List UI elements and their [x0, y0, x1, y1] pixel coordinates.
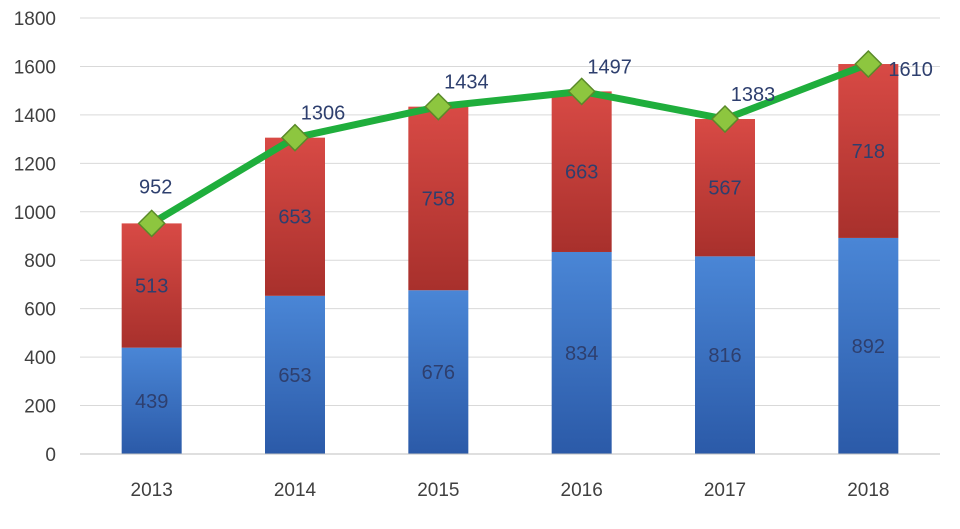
- y-tick-label: 1600: [14, 57, 56, 78]
- x-tick-label: 2015: [417, 480, 459, 501]
- bar-segment-2017-0: [695, 256, 755, 454]
- y-tick-label: 400: [24, 348, 56, 369]
- total-marker-2015: [424, 92, 453, 121]
- bar-value-label: 439: [135, 391, 168, 413]
- y-tick-label: 800: [24, 251, 56, 272]
- bar-segment-2013-1: [121, 223, 182, 348]
- total-marker-2014: [280, 123, 310, 152]
- total-value-label: 1306: [301, 103, 346, 125]
- x-tick-label: 2016: [561, 480, 603, 501]
- bar-value-label: 653: [278, 207, 311, 229]
- bars: 439 513 653 653 676 758 834 663 816 567 892 718: [121, 64, 899, 454]
- total-line-path: [148, 60, 872, 227]
- y-tick-label: 0: [45, 445, 56, 466]
- x-tick-label: 2018: [847, 480, 889, 501]
- y-tick-label: 600: [24, 300, 56, 321]
- bar-segment-2014-0: [265, 295, 325, 454]
- bar-value-label: 816: [708, 345, 741, 367]
- y-tick-label: 1400: [14, 106, 56, 127]
- y-tick-label: 1200: [14, 154, 56, 175]
- bar-value-label: 718: [852, 141, 885, 163]
- bar-segment-2015-0: [408, 290, 469, 454]
- x-tick-label: 2017: [704, 480, 746, 501]
- y-axis: 0 200 400 600 800 1000 1200 1400 1600 1800: [14, 9, 56, 466]
- bar-segment-2015-1: [408, 106, 469, 291]
- total-value-label: 1497: [587, 56, 632, 78]
- bar-segment-2017-1: [695, 119, 755, 257]
- bar-value-label: 676: [422, 362, 455, 384]
- x-tick-label: 2013: [131, 480, 173, 501]
- bar-value-label: 513: [135, 276, 168, 298]
- bar-value-label: 758: [422, 188, 455, 210]
- total-value-label: 952: [139, 176, 172, 198]
- gridlines: [80, 17, 940, 455]
- total-marker-2013: [137, 209, 166, 238]
- total-value-label: 1610: [888, 59, 933, 81]
- total-line: 952 1306 1434 1497 1383 1610: [137, 49, 933, 238]
- bar-segment-2018-0: [838, 237, 899, 454]
- bar-segment-2014-1: [265, 137, 325, 296]
- total-marker-2017: [710, 104, 740, 134]
- bar-segment-2018-1: [838, 64, 899, 238]
- y-tick-label: 1800: [14, 9, 56, 30]
- bar-value-label: 567: [708, 178, 741, 200]
- bar-value-label: 653: [278, 365, 311, 387]
- total-value-label: 1434: [444, 72, 489, 94]
- total-marker-2016: [567, 77, 596, 106]
- x-tick-label: 2014: [274, 480, 317, 501]
- x-axis: 2013 2014 2015 2016 2017 2018: [80, 453, 940, 501]
- bar-segment-2016-0: [551, 251, 612, 454]
- total-marker-2018: [854, 49, 883, 79]
- bar-value-label: 892: [852, 336, 885, 358]
- y-tick-label: 200: [24, 397, 56, 418]
- total-value-label: 1383: [731, 84, 776, 106]
- bar-value-label: 663: [565, 162, 598, 184]
- y-tick-label: 1000: [14, 203, 56, 224]
- bar-segment-2013-0: [121, 347, 182, 454]
- bar-segment-2016-1: [551, 91, 612, 252]
- bar-value-label: 834: [565, 343, 598, 365]
